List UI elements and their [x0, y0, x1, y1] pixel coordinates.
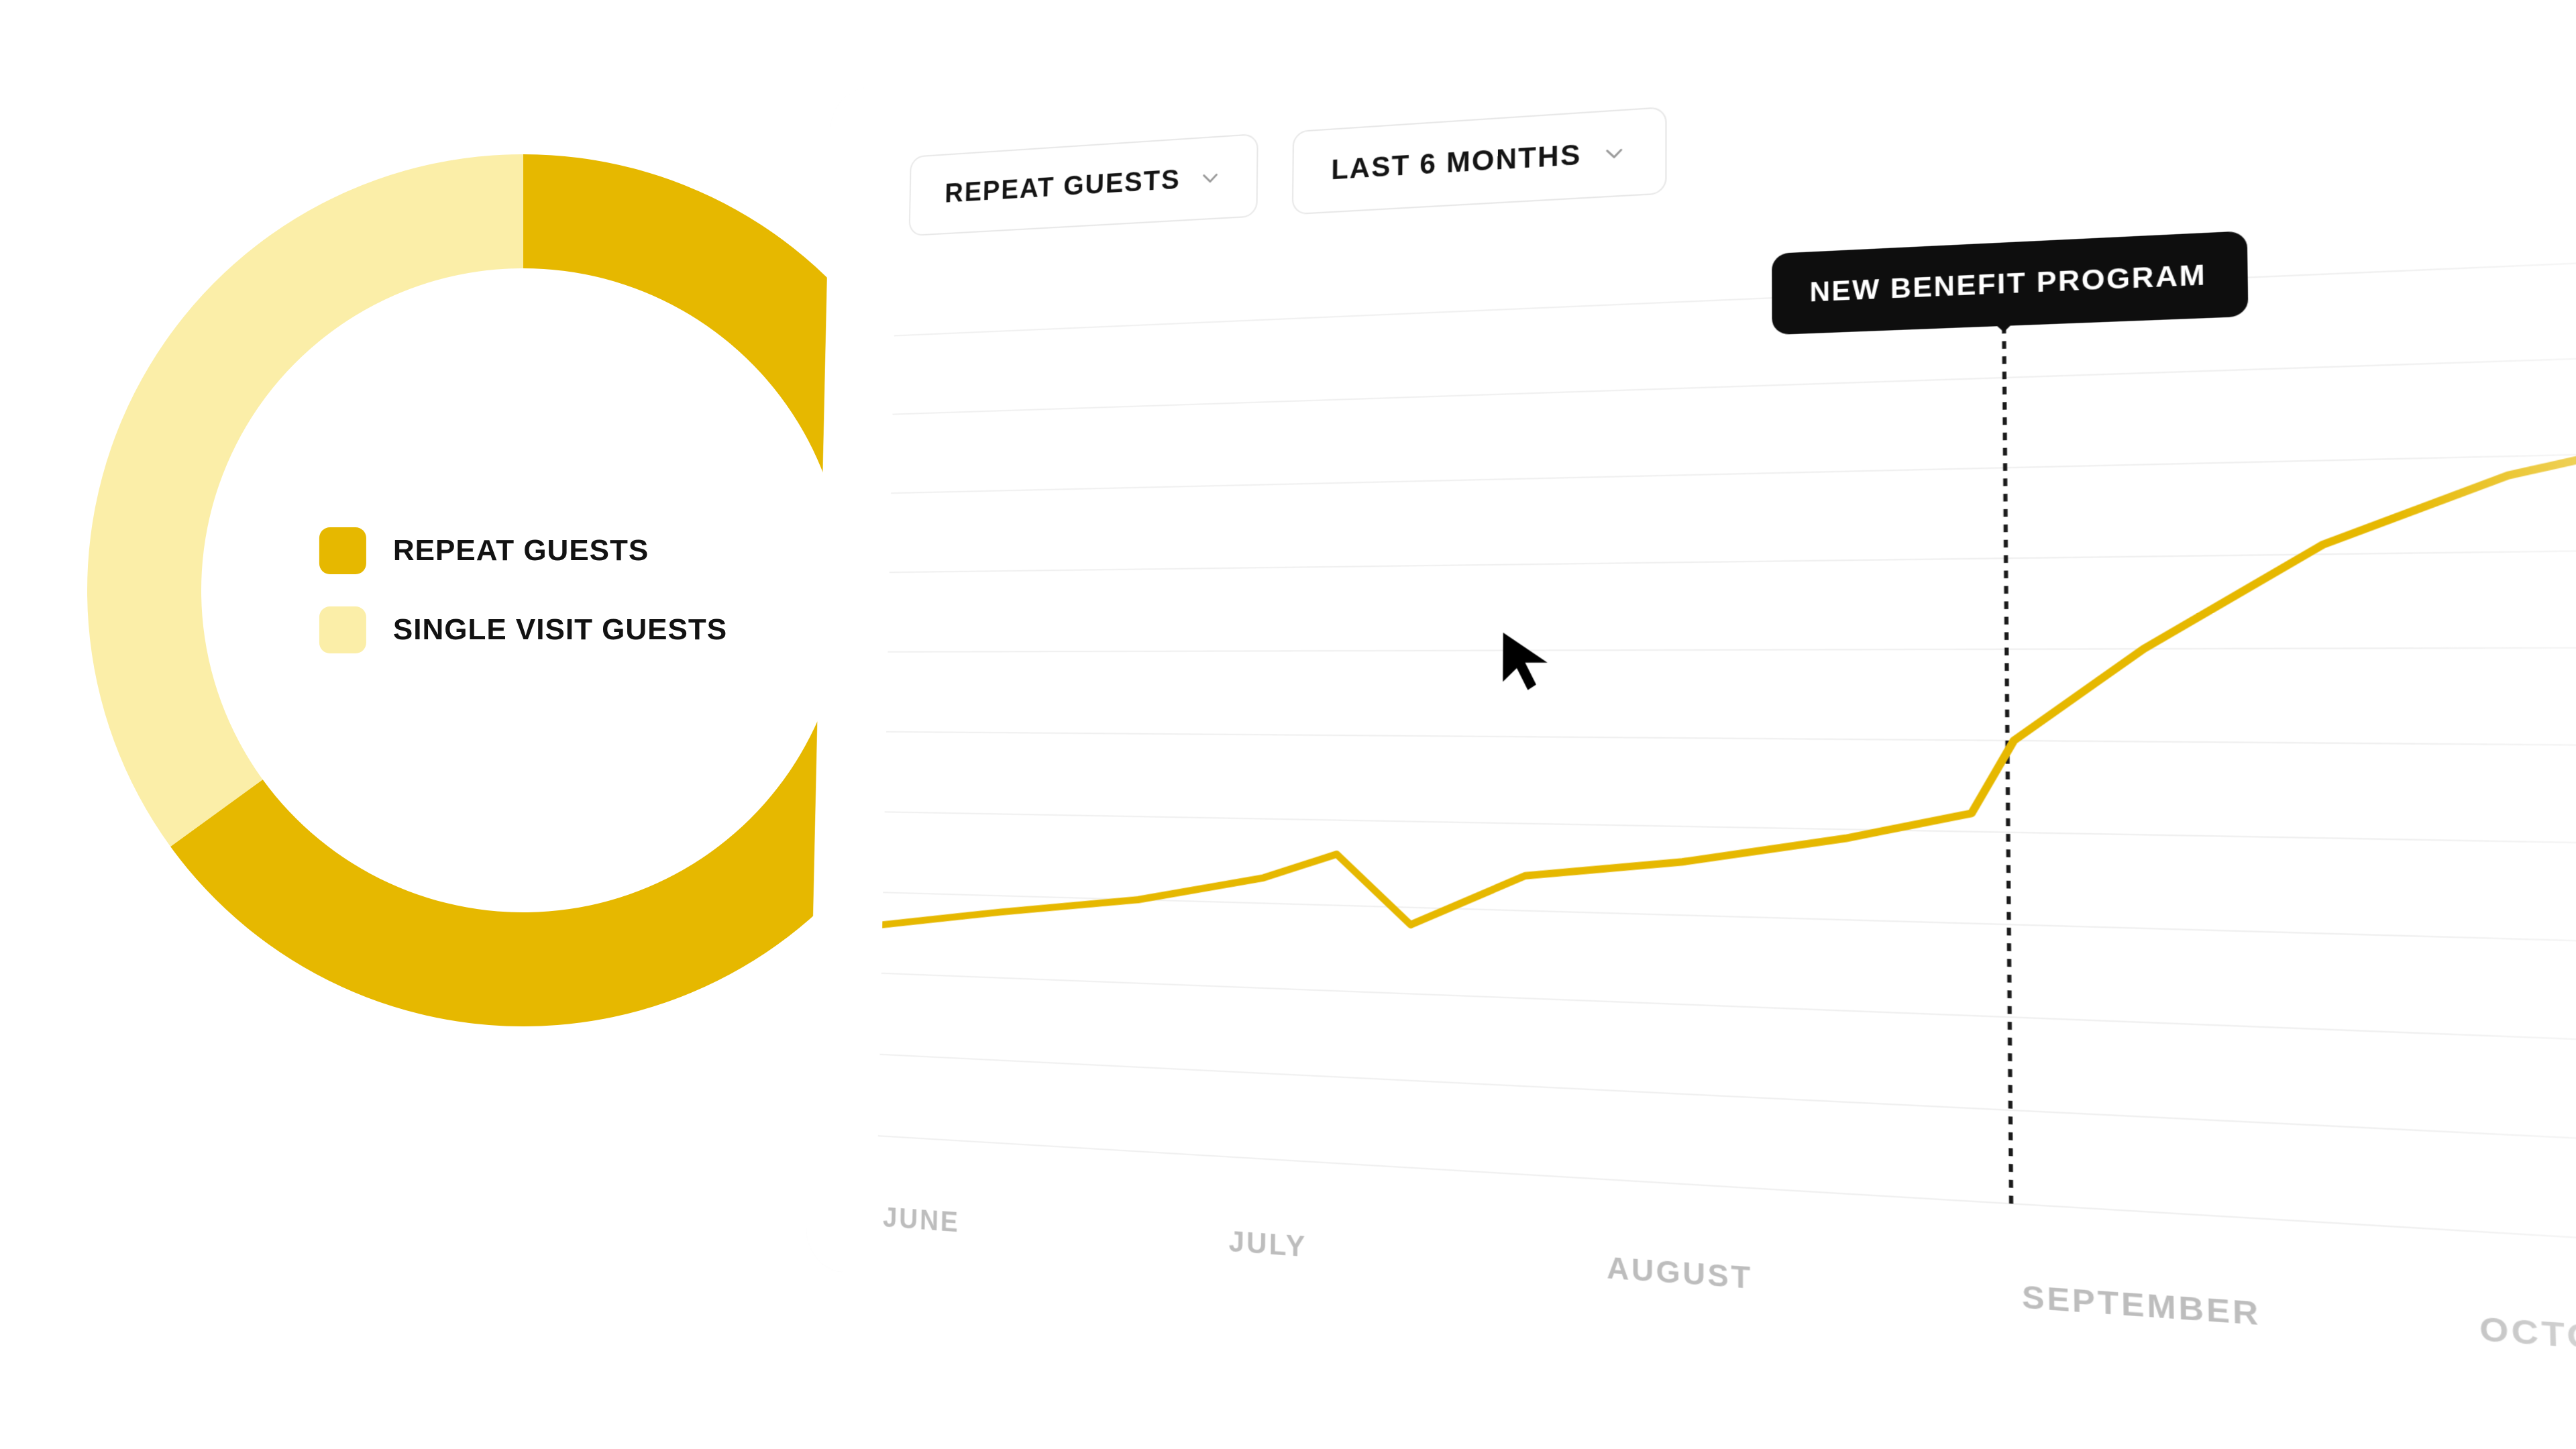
- chevron-down-icon: [1201, 168, 1220, 188]
- gridline: [888, 647, 2576, 652]
- x-axis-label: JULY: [1228, 1226, 1607, 1286]
- timerange-filter-label: LAST 6 MONTHS: [1331, 140, 1582, 186]
- gridline: [890, 546, 2576, 572]
- gridline: [879, 1055, 2576, 1159]
- gridline: [894, 248, 2576, 336]
- legend-item: REPEAT GUESTS: [319, 527, 727, 574]
- legend-item: SINGLE VISIT GUESTS: [319, 606, 727, 653]
- timerange-filter-dropdown[interactable]: LAST 6 MONTHS: [1292, 107, 1667, 215]
- donut-legend: REPEAT GUESTS SINGLE VISIT GUESTS: [319, 527, 727, 653]
- gridline: [881, 973, 2576, 1055]
- gridline: [885, 812, 2576, 849]
- gridline: [893, 346, 2576, 414]
- x-axis-label: JUNE: [883, 1202, 1229, 1258]
- line-series: [882, 416, 2576, 993]
- legend-label: REPEAT GUESTS: [393, 534, 649, 568]
- gridline: [891, 446, 2576, 493]
- legend-swatch: [319, 606, 366, 653]
- x-axis-label: AUGUST: [1607, 1252, 2022, 1316]
- metric-filter-label: REPEAT GUESTS: [945, 164, 1181, 209]
- chart-filters: REPEAT GUESTS LAST 6 MONTHS: [909, 107, 1667, 237]
- metric-filter-dropdown[interactable]: REPEAT GUESTS: [909, 133, 1258, 236]
- x-axis-label: OCTOBER: [2479, 1311, 2576, 1386]
- line-chart-card: REPEAT GUESTS LAST 6 MONTHS NEW BENEFIT …: [806, 0, 2576, 1439]
- legend-label: SINGLE VISIT GUESTS: [393, 613, 727, 647]
- chevron-down-icon: [1604, 143, 1625, 164]
- line-chart: NEW BENEFIT PROGRAM: [877, 197, 2576, 1297]
- gridline: [886, 732, 2576, 748]
- cursor-icon: [1495, 627, 1562, 692]
- legend-swatch: [319, 527, 366, 574]
- donut-segment-single: [87, 154, 523, 847]
- x-axis-label: SEPTEMBER: [2022, 1280, 2480, 1349]
- annotation-label: NEW BENEFIT PROGRAM: [1809, 259, 2206, 307]
